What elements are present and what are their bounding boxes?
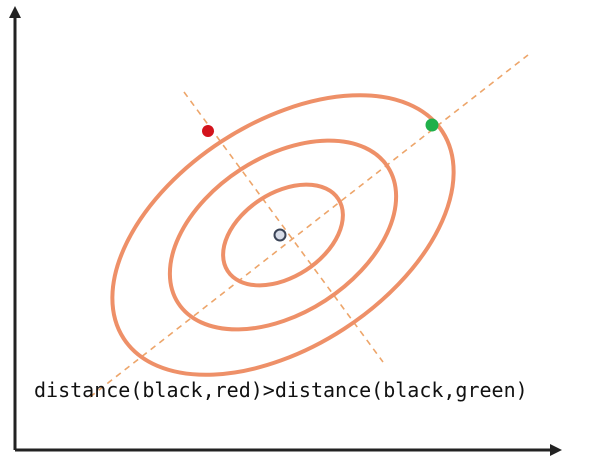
middle-ellipse <box>167 138 399 332</box>
minor-axis-guide-line <box>183 91 384 363</box>
outer-ellipse <box>110 93 456 377</box>
distance-comparison-caption: distance(black,red)>distance(black,green… <box>34 378 528 402</box>
major-axis-guide-line <box>89 54 529 398</box>
black-center-point <box>273 228 287 242</box>
red-point <box>202 125 214 137</box>
inner-ellipse <box>221 182 345 288</box>
green-point <box>425 118 439 132</box>
